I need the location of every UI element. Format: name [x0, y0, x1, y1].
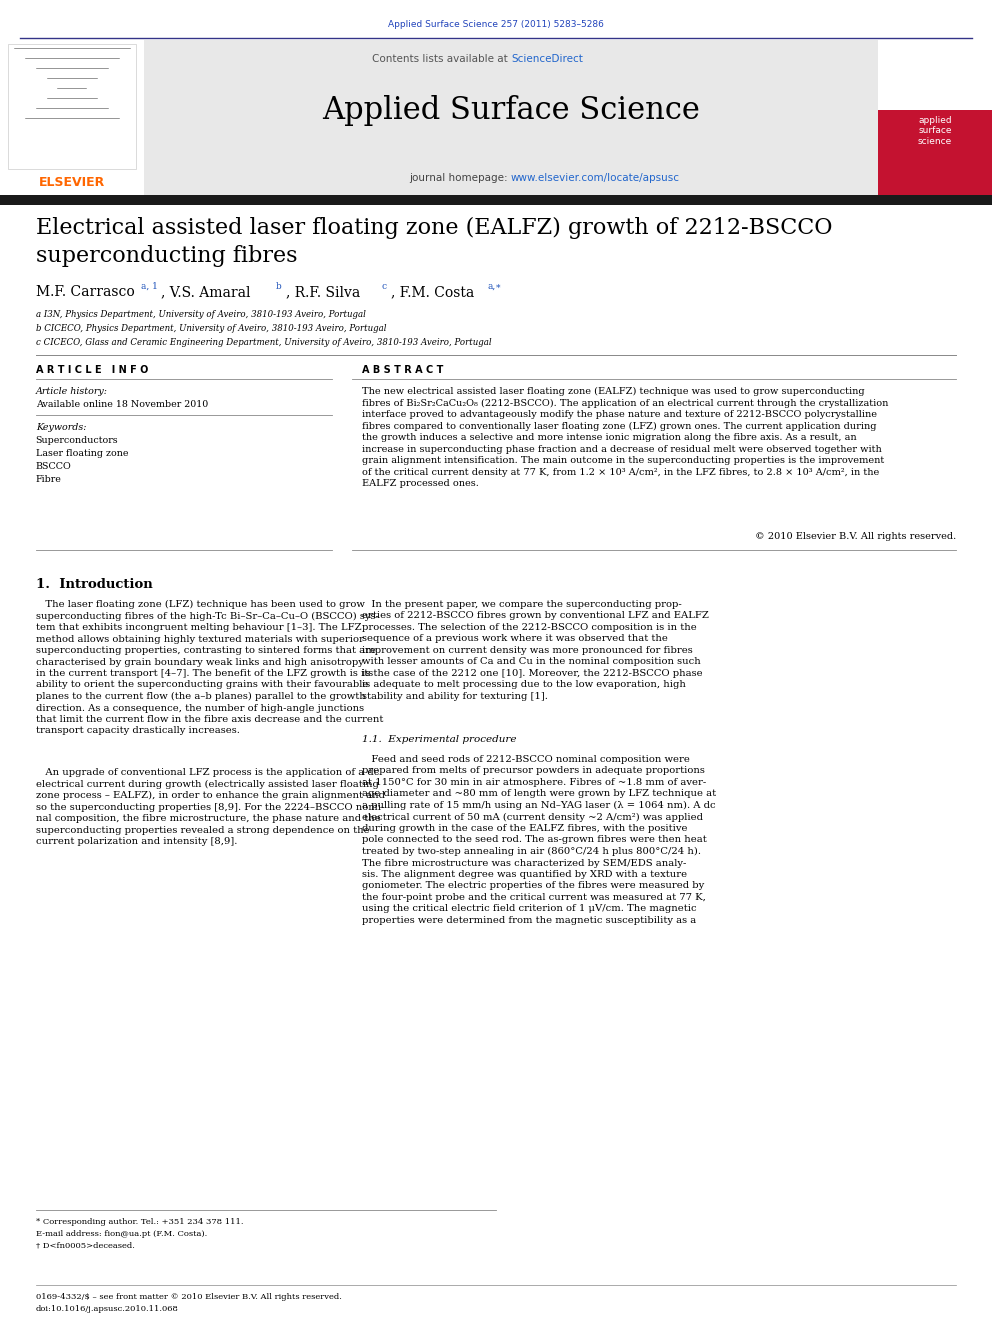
Bar [878, 40, 992, 110]
Text: E-mail address: fion@ua.pt (F.M. Costa).: E-mail address: fion@ua.pt (F.M. Costa). [36, 1230, 207, 1238]
Text: ScienceDirect: ScienceDirect [511, 54, 582, 64]
Text: Fibre: Fibre [36, 475, 62, 484]
Text: Feed and seed rods of 2212-BSCCO nominal composition were
prepared from melts of: Feed and seed rods of 2212-BSCCO nominal… [362, 755, 716, 925]
Text: 1.1.  Experimental procedure: 1.1. Experimental procedure [362, 736, 517, 744]
Text: Applied Surface Science 257 (2011) 5283–5286: Applied Surface Science 257 (2011) 5283–… [388, 20, 604, 29]
Text: a,∗: a,∗ [488, 282, 502, 291]
Text: A R T I C L E   I N F O: A R T I C L E I N F O [36, 365, 148, 374]
Text: ELSEVIER: ELSEVIER [39, 176, 105, 189]
Bar [144, 40, 878, 194]
Text: , V.S. Amaral: , V.S. Amaral [161, 284, 251, 299]
Text: doi:10.1016/j.apsusc.2010.11.068: doi:10.1016/j.apsusc.2010.11.068 [36, 1304, 179, 1312]
Bar [0, 194, 992, 205]
Text: The laser floating zone (LFZ) technique has been used to grow
superconducting fi: The laser floating zone (LFZ) technique … [36, 601, 383, 736]
Text: , F.M. Costa: , F.M. Costa [391, 284, 474, 299]
Text: 0169-4332/$ – see front matter © 2010 Elsevier B.V. All rights reserved.: 0169-4332/$ – see front matter © 2010 El… [36, 1293, 341, 1301]
Text: superconducting fibres: superconducting fibres [36, 245, 298, 267]
Text: † D<fn0005>deceased.: † D<fn0005>deceased. [36, 1242, 135, 1250]
Bar [0, 40, 144, 194]
Text: Laser floating zone: Laser floating zone [36, 448, 128, 458]
Text: Electrical assisted laser floating zone (EALFZ) growth of 2212-BSCCO: Electrical assisted laser floating zone … [36, 217, 832, 239]
Text: applied
surface
science: applied surface science [918, 115, 952, 146]
Text: a, 1: a, 1 [141, 282, 158, 291]
Bar [878, 40, 992, 194]
Text: a I3N, Physics Department, University of Aveiro, 3810-193 Aveiro, Portugal: a I3N, Physics Department, University of… [36, 310, 366, 319]
Text: b: b [276, 282, 282, 291]
Text: Keywords:: Keywords: [36, 423, 86, 433]
Text: , R.F. Silva: , R.F. Silva [286, 284, 360, 299]
Text: * Corresponding author. Tel.: +351 234 378 111.: * Corresponding author. Tel.: +351 234 3… [36, 1218, 243, 1226]
Bar [8, 44, 136, 169]
Text: journal homepage:: journal homepage: [409, 173, 511, 183]
Text: Contents lists available at: Contents lists available at [372, 54, 511, 64]
Text: Applied Surface Science: Applied Surface Science [322, 95, 699, 126]
Text: The new electrical assisted laser floating zone (EALFZ) technique was used to gr: The new electrical assisted laser floati… [362, 388, 889, 488]
Text: b CICECO, Physics Department, University of Aveiro, 3810-193 Aveiro, Portugal: b CICECO, Physics Department, University… [36, 324, 387, 333]
Text: An upgrade of conventional LFZ process is the application of a dc
electrical cur: An upgrade of conventional LFZ process i… [36, 767, 385, 845]
Text: c CICECO, Glass and Ceramic Engineering Department, University of Aveiro, 3810-1: c CICECO, Glass and Ceramic Engineering … [36, 337, 492, 347]
Text: M.F. Carrasco: M.F. Carrasco [36, 284, 135, 299]
Text: © 2010 Elsevier B.V. All rights reserved.: © 2010 Elsevier B.V. All rights reserved… [755, 532, 956, 541]
Text: 1.  Introduction: 1. Introduction [36, 578, 153, 591]
Text: A B S T R A C T: A B S T R A C T [362, 365, 443, 374]
Text: c: c [381, 282, 386, 291]
Text: Article history:: Article history: [36, 388, 108, 396]
Text: In the present paper, we compare the superconducting prop-
erties of 2212-BSCCO : In the present paper, we compare the sup… [362, 601, 709, 701]
Text: Superconductors: Superconductors [36, 437, 118, 445]
Text: Available online 18 November 2010: Available online 18 November 2010 [36, 400, 208, 409]
Text: www.elsevier.com/locate/apsusc: www.elsevier.com/locate/apsusc [511, 173, 680, 183]
Text: BSCCO: BSCCO [36, 462, 71, 471]
